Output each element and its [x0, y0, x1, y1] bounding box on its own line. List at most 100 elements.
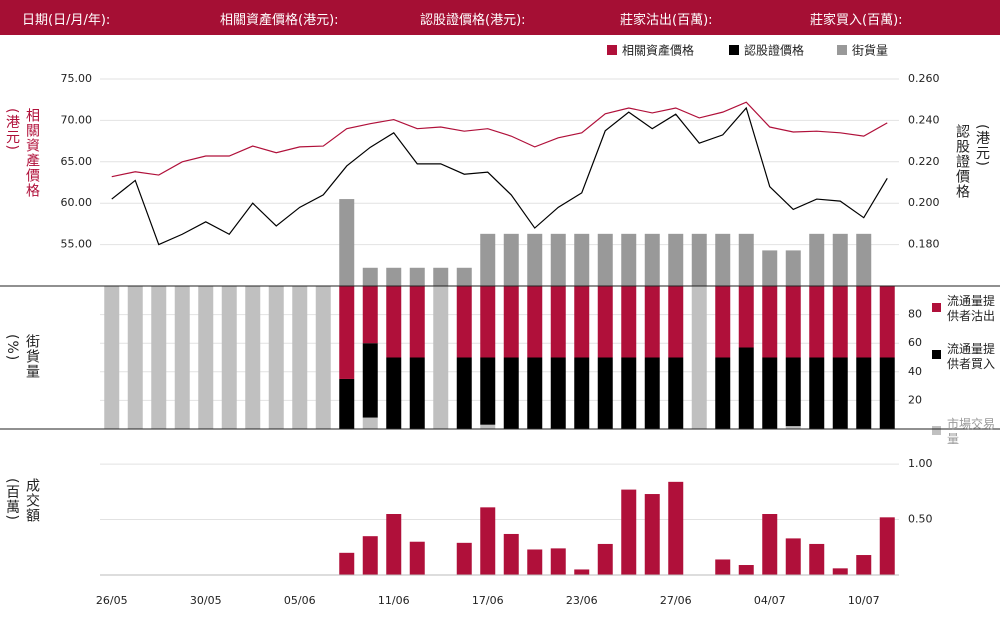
bar — [574, 357, 590, 429]
bar — [597, 286, 613, 358]
bar — [738, 565, 754, 575]
tick-label: 60.00 — [61, 196, 93, 209]
bar — [762, 286, 778, 358]
bar — [715, 559, 731, 575]
bar — [856, 233, 872, 286]
bar — [762, 357, 778, 429]
bar — [456, 267, 472, 286]
bar — [456, 357, 472, 429]
tick-label: 80 — [908, 308, 922, 321]
bar — [644, 357, 660, 429]
bar — [785, 357, 801, 427]
y-axis-title: 相關資產價格(港元) — [4, 108, 40, 198]
bar — [503, 357, 519, 429]
bar — [386, 267, 402, 286]
bar — [198, 286, 214, 429]
tick-label: 0.260 — [908, 72, 940, 85]
x-tick-label: 23/06 — [566, 594, 598, 607]
bar — [832, 233, 848, 286]
bar — [362, 417, 378, 429]
bar — [621, 357, 637, 429]
bar — [809, 286, 825, 358]
bar — [856, 286, 872, 358]
bar — [339, 286, 355, 379]
bar — [597, 233, 613, 286]
bar — [503, 286, 519, 358]
bar — [785, 250, 801, 286]
bar — [245, 286, 261, 429]
bar — [386, 357, 402, 429]
legend-swatch — [607, 45, 617, 55]
y-axis-title: 成交額(百萬) — [4, 478, 40, 523]
bar — [221, 286, 237, 429]
bar — [409, 286, 425, 358]
x-tick-label: 10/07 — [848, 594, 880, 607]
x-tick-label: 04/07 — [754, 594, 786, 607]
bar — [480, 286, 496, 358]
tick-label: 0.180 — [908, 238, 940, 251]
bar — [597, 357, 613, 429]
legend-swatch — [932, 426, 941, 435]
bar — [879, 286, 895, 358]
bar — [362, 267, 378, 286]
header-label: 莊家沽出(百萬): — [620, 13, 713, 28]
legend-swatch — [837, 45, 847, 55]
line — [111, 106, 888, 246]
tick-label: 60 — [908, 336, 922, 349]
y2-axis-title: 認股證價格(港元) — [954, 124, 990, 199]
header-label: 日期(日/月/年): — [22, 13, 111, 28]
x-tick-label: 11/06 — [378, 594, 410, 607]
bar — [832, 357, 848, 429]
bar — [644, 233, 660, 286]
bar — [527, 549, 543, 575]
bar — [268, 286, 284, 429]
bar — [738, 286, 754, 348]
tick-label: 40 — [908, 365, 922, 378]
bar — [127, 286, 143, 429]
tick-label: 0.240 — [908, 113, 940, 126]
bar — [691, 286, 707, 429]
bar — [315, 286, 331, 429]
bar — [386, 514, 402, 575]
header-label: 認股證價格(港元): — [420, 13, 526, 28]
bar — [621, 489, 637, 575]
bar — [409, 541, 425, 575]
legend-swatch — [729, 45, 739, 55]
legend-label: 街貨量 — [852, 43, 888, 58]
bar — [597, 543, 613, 575]
bar — [386, 286, 402, 358]
legend-label: 相關資產價格 — [622, 43, 694, 58]
bar — [362, 536, 378, 575]
x-tick-label: 17/06 — [472, 594, 504, 607]
bar — [785, 286, 801, 358]
y-axis-title: 街貨量(%) — [4, 334, 40, 379]
bar — [574, 233, 590, 286]
bar — [550, 286, 566, 358]
bar — [174, 286, 190, 429]
x-tick-label: 05/06 — [284, 594, 316, 607]
bar — [409, 357, 425, 429]
tick-label: 0.220 — [908, 155, 940, 168]
tick-label: 1.00 — [908, 457, 933, 470]
bar — [621, 233, 637, 286]
legend-label: 流通量提供者沽出 — [947, 294, 996, 323]
bar — [362, 286, 378, 344]
bar — [715, 357, 731, 429]
bar — [527, 286, 543, 358]
bar — [738, 347, 754, 429]
bar — [339, 199, 355, 286]
tick-label: 0.200 — [908, 196, 940, 209]
bar — [550, 548, 566, 575]
x-tick-label: 27/06 — [660, 594, 692, 607]
bar — [621, 286, 637, 358]
bar — [433, 286, 449, 429]
bar — [456, 286, 472, 358]
bar — [503, 533, 519, 575]
bar — [856, 357, 872, 429]
legend-swatch — [932, 303, 941, 312]
bar — [691, 233, 707, 286]
tick-label: 75.00 — [61, 72, 93, 85]
x-tick-label: 30/05 — [190, 594, 222, 607]
